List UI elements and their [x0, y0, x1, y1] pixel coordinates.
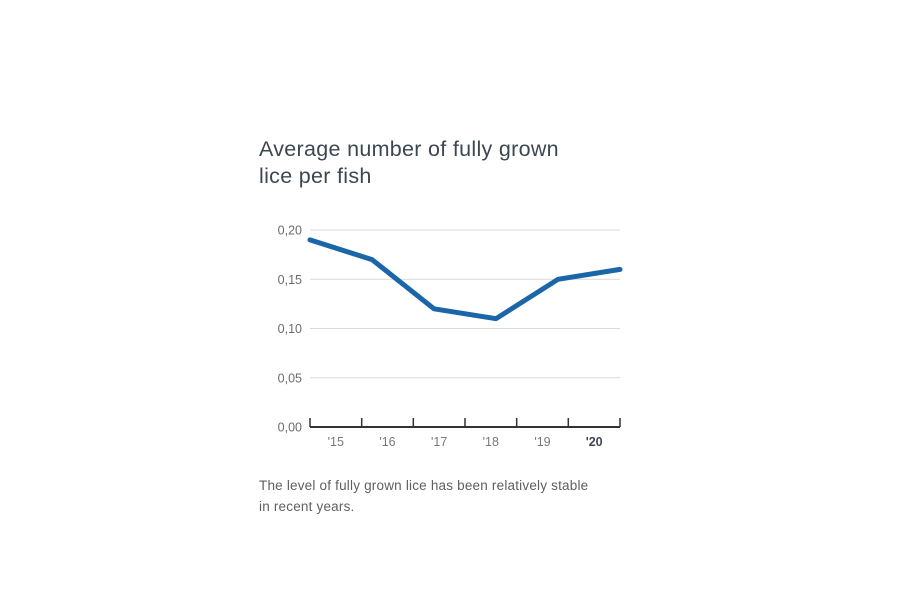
- chart-caption-line-2: in recent years.: [259, 499, 355, 514]
- x-axis-tick-label: '20: [586, 435, 603, 449]
- data-line: [307, 237, 623, 322]
- y-axis-tick-label: 0,10: [278, 322, 302, 336]
- x-axis-tick-label: '19: [534, 435, 550, 449]
- y-axis-tick-label: 0,15: [278, 273, 302, 287]
- x-axis-tick-label: '18: [483, 435, 499, 449]
- x-axis-tick-label: '17: [431, 435, 447, 449]
- y-axis-tick-label: 0,00: [278, 421, 302, 435]
- chart-title-line-1: Average number of fully grown: [259, 137, 559, 161]
- x-axis-tick-label: '15: [328, 435, 344, 449]
- chart-title-line-2: lice per fish: [259, 164, 372, 188]
- chart-caption-line-1: The level of fully grown lice has been r…: [259, 478, 589, 493]
- chart-title: Average number of fully grown lice per f…: [259, 136, 659, 190]
- chart-caption: The level of fully grown lice has been r…: [259, 475, 679, 517]
- x-axis-tick-label: '16: [379, 435, 395, 449]
- y-axis-tick-label: 0,05: [278, 371, 302, 385]
- y-axis-tick-label: 0,20: [278, 224, 302, 238]
